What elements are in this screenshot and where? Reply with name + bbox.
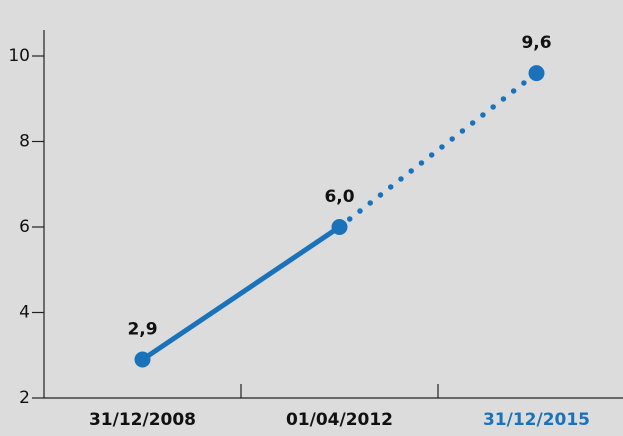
y-tick-label: 10 [8,46,30,66]
point [331,219,348,235]
y-tick-label: 4 [19,303,30,323]
y-tick-label: 2 [19,388,30,408]
y-tick-label: 8 [19,132,30,152]
line-segment [336,70,540,230]
data-label: 6,0 [324,187,354,207]
data-label: 2,9 [127,320,157,340]
point [134,351,151,368]
line-segment [140,224,342,363]
x-tick-label: 01/04/2012 [286,410,393,430]
x-tick-label: 31/12/2015 [483,410,590,430]
data-label: 9,6 [521,33,551,53]
point [528,65,545,82]
y-tick-label: 6 [19,217,30,237]
x-tick-label: 31/12/2008 [89,410,196,430]
